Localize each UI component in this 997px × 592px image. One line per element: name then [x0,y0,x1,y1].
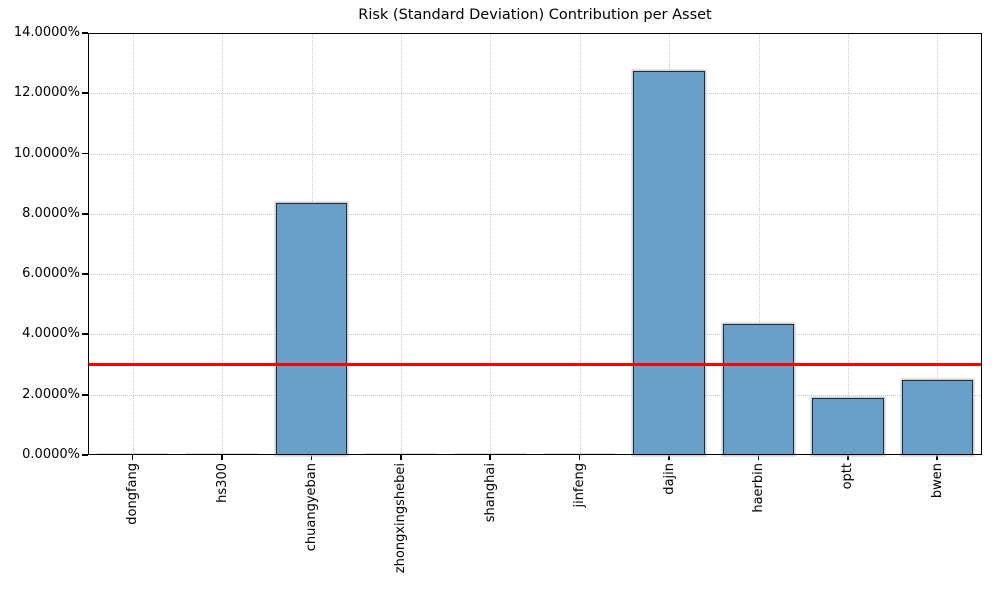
bar-dongfang [96,453,169,455]
vertical-gridline [758,33,760,455]
bar-haerbin [722,323,795,455]
vertical-gridline [937,33,939,455]
y-tick-mark [82,333,88,336]
x-tick-label-bwen: bwen [929,463,945,499]
x-tick-label-shanghai: shanghai [482,463,498,523]
y-tick-label: 4.0000% [22,326,80,342]
x-tick-mark [310,455,313,460]
x-tick-label-haerbin: haerbin [751,463,766,513]
chart-title: Risk (Standard Deviation) Contribution p… [358,7,712,23]
x-tick-label-jinfeng: jinfeng [572,463,588,508]
bar-dajin [633,70,705,455]
bar-zhongxingshebei [365,453,437,455]
x-tick-mark [131,455,134,460]
y-tick-label: 8.0000% [22,205,80,221]
y-tick-mark [82,92,88,95]
horizontal-gridline [88,394,982,396]
vertical-gridline [579,33,581,455]
y-tick-label: 0.0000% [22,447,80,462]
x-tick-mark [846,455,849,460]
x-tick-mark [221,455,223,460]
x-tick-mark [936,455,939,460]
horizontal-gridline [88,153,982,155]
y-tick-mark [82,393,88,396]
y-tick-label: 10.0000% [13,145,80,161]
bar-hs300 [186,453,258,455]
bar-shanghai [454,453,527,455]
bar-jinfeng [543,453,616,455]
y-tick-mark [82,212,88,215]
horizontal-gridline [88,274,982,276]
x-tick-label-chuangyeban: chuangyeban [304,463,319,552]
x-tick-label-optt: optt [840,463,856,490]
bar-chuangyeban [275,203,348,455]
vertical-gridline [222,33,224,455]
y-tick-label: 2.0000% [22,386,80,402]
y-tick-label: 6.0000% [22,266,80,282]
x-tick-mark [489,455,492,460]
vertical-gridline [847,33,849,455]
x-tick-mark [399,455,402,460]
vertical-gridline [400,33,402,455]
threshold-line [88,363,982,367]
vertical-gridline [132,33,134,455]
y-tick-mark [82,454,88,456]
horizontal-gridline [88,334,982,336]
x-tick-mark [757,455,760,460]
x-tick-mark [668,455,670,460]
y-tick-mark [82,32,88,34]
x-tick-label-hs300: hs300 [214,463,230,503]
x-tick-label-dongfang: dongfang [125,463,141,525]
y-tick-mark [82,273,88,275]
bar-optt [812,397,884,455]
vertical-gridline [490,33,492,455]
horizontal-gridline [88,93,982,95]
plot-area [88,33,982,455]
bar-bwen [901,379,974,455]
x-tick-label-zhongxingshebei: zhongxingshebei [393,463,409,574]
horizontal-gridline [88,213,982,215]
y-tick-label: 12.0000% [13,85,80,101]
x-tick-mark [578,455,581,460]
x-tick-label-dajin: dajin [661,463,677,495]
y-tick-label: 14.0000% [13,25,80,40]
y-tick-mark [82,152,88,155]
